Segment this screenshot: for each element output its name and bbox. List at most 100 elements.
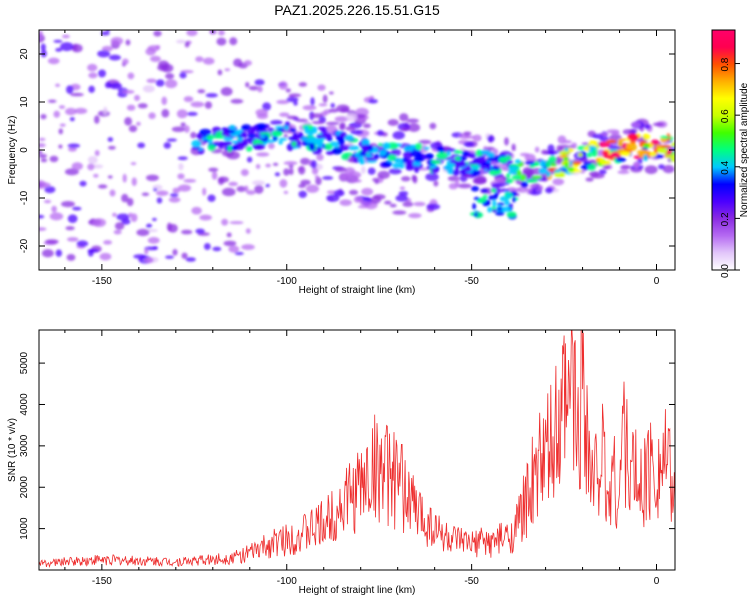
- spectrogram-noise-blob: [166, 138, 178, 142]
- spectrogram-ridge-blob: [402, 157, 408, 164]
- spectrogram-ridge-blob: [488, 169, 499, 176]
- spectrogram-ridge-blob: [656, 147, 668, 154]
- spectrogram-ridge-blob: [600, 160, 612, 166]
- spectrogram-noise-blob: [531, 188, 537, 193]
- spectrogram-noise-blob: [107, 137, 114, 142]
- spectrogram-ridge-blob: [453, 149, 464, 154]
- spectrogram-noise-blob: [136, 121, 141, 126]
- spectrogram-ridge-blob: [615, 157, 627, 163]
- spectrogram-secondary-blob: [491, 188, 497, 193]
- spectrogram-ridge-blob: [412, 158, 424, 162]
- spectrogram-ridge-blob: [659, 135, 670, 139]
- spectrogram-noise-blob: [223, 240, 237, 247]
- spectrogram-noise-blob: [298, 183, 306, 188]
- spectrogram-noise-blob: [407, 123, 421, 132]
- spectrogram-noise-blob: [333, 189, 345, 197]
- spectrogram-noise-blob: [248, 85, 260, 91]
- spectrogram-noise-blob: [325, 125, 338, 134]
- spectrogram-noise-blob: [127, 72, 135, 80]
- spectrogram-noise-blob: [230, 98, 244, 104]
- spectrogram-noise-blob: [283, 133, 288, 138]
- spectrogram-noise-blob: [99, 252, 112, 261]
- spectrogram-noise-blob: [207, 194, 216, 202]
- spectrogram-noise-blob: [121, 193, 129, 203]
- spectrogram-noise-blob: [270, 120, 283, 125]
- spectrogram-noise-blob: [585, 177, 594, 182]
- spectrogram-noise-blob: [276, 99, 290, 105]
- spectrogram-ridge-blob: [290, 127, 297, 133]
- spectrogram-noise-blob: [183, 96, 194, 103]
- spectrogram-noise-blob: [311, 167, 319, 175]
- spectrogram-noise-blob: [165, 255, 175, 259]
- snr-panel: -150 -100 -50 0 1000 2000 3000 4000 5000 Height …: [7, 329, 676, 596]
- spectrogram-noise-blob: [47, 57, 60, 65]
- spectrogram-noise-blob: [199, 214, 212, 221]
- spectrogram-ridge-blob: [583, 146, 590, 151]
- spectrogram-noise-blob: [103, 240, 113, 245]
- spectrogram-ridge-blob: [415, 142, 423, 151]
- spectrogram-noise-blob: [525, 188, 539, 193]
- spectrogram-noise-blob: [128, 212, 133, 217]
- spectrogram-ridge-blob: [583, 161, 592, 166]
- spectrogram-ridge-blob: [227, 145, 232, 153]
- spectrogram-noise-blob: [164, 79, 178, 89]
- spectrogram-ridge-blob: [361, 144, 369, 153]
- spectrogram-secondary-blob: [478, 197, 487, 203]
- spectrogram-noise-blob: [176, 39, 186, 44]
- spectrogram-ridge-blob: [191, 139, 202, 148]
- spectrogram-ridge-blob: [563, 156, 569, 161]
- spectrogram-noise-blob: [133, 254, 147, 259]
- spectrogram-ridge-blob: [206, 134, 214, 141]
- spectrogram-noise-blob: [40, 113, 47, 120]
- spectrogram-noise-blob: [252, 180, 265, 186]
- spectrogram-ridge-blob: [278, 137, 287, 141]
- spectrogram-noise-blob: [234, 251, 244, 256]
- spectrogram-ridge-blob: [379, 149, 387, 156]
- spectrogram-ridge-blob: [505, 178, 515, 184]
- spectrogram-noise-blob: [257, 85, 263, 93]
- spectrogram-ridge-blob: [316, 140, 323, 148]
- spectrogram-noise-blob: [504, 137, 509, 146]
- spectrogram-noise-blob: [203, 243, 211, 251]
- spectrogram-noise-blob: [310, 113, 323, 119]
- spectrogram-ridge-blob: [558, 150, 571, 156]
- spectrogram-noise-blob: [463, 131, 472, 136]
- spectrogram-noise-blob: [92, 218, 107, 228]
- spectrogram-ridge-blob: [226, 129, 235, 134]
- spectrogram-noise-blob: [94, 115, 100, 124]
- spectrogram-ridge-blob: [670, 157, 675, 163]
- spectrogram-x-tick-label: -50: [464, 276, 479, 287]
- spectrogram-ridge-blob: [514, 159, 521, 164]
- spectrogram-noise-blob: [125, 39, 131, 46]
- spectrogram-noise-blob: [401, 176, 411, 182]
- spectrogram-noise-blob: [288, 167, 294, 176]
- spectrogram-ridge-blob: [671, 142, 675, 147]
- spectrogram-noise-blob: [87, 63, 98, 72]
- spectrogram-noise-blob: [39, 214, 45, 219]
- spectrogram-noise-blob: [392, 131, 405, 140]
- spectrogram-noise-blob: [283, 190, 289, 195]
- spectrogram-ridge-blob: [240, 131, 247, 138]
- spectrogram-noise-blob: [40, 43, 46, 52]
- spectrogram-noise-blob: [345, 113, 358, 122]
- spectrogram-noise-blob: [39, 137, 46, 141]
- spectrogram-noise-blob: [545, 187, 554, 194]
- spectrogram-secondary-blob: [487, 206, 492, 213]
- spectrogram-noise-blob: [279, 112, 290, 117]
- spectrogram-ridge-blob: [443, 164, 454, 172]
- spectrogram-noise-blob: [328, 108, 339, 113]
- spectrogram-ridge-blob: [423, 146, 430, 150]
- spectrogram-noise-blob: [556, 144, 563, 152]
- spectrogram-noise-blob: [112, 212, 117, 217]
- spectrogram-noise-blob: [130, 162, 137, 166]
- spectrogram-noise-blob: [195, 228, 205, 234]
- snr-x-axis-label: Height of straight line (km): [299, 585, 416, 596]
- spectrogram-ridge-blob: [304, 125, 309, 134]
- spectrogram-ridge-blob: [253, 143, 266, 150]
- spectrogram-noise-blob: [153, 188, 158, 192]
- spectrogram-noise-blob: [195, 56, 204, 63]
- spectrogram-noise-blob: [71, 162, 83, 171]
- colorbar-tick-label: 0.4: [720, 160, 731, 174]
- spectrogram-noise-blob: [107, 175, 113, 179]
- spectrogram-noise-blob: [72, 206, 82, 211]
